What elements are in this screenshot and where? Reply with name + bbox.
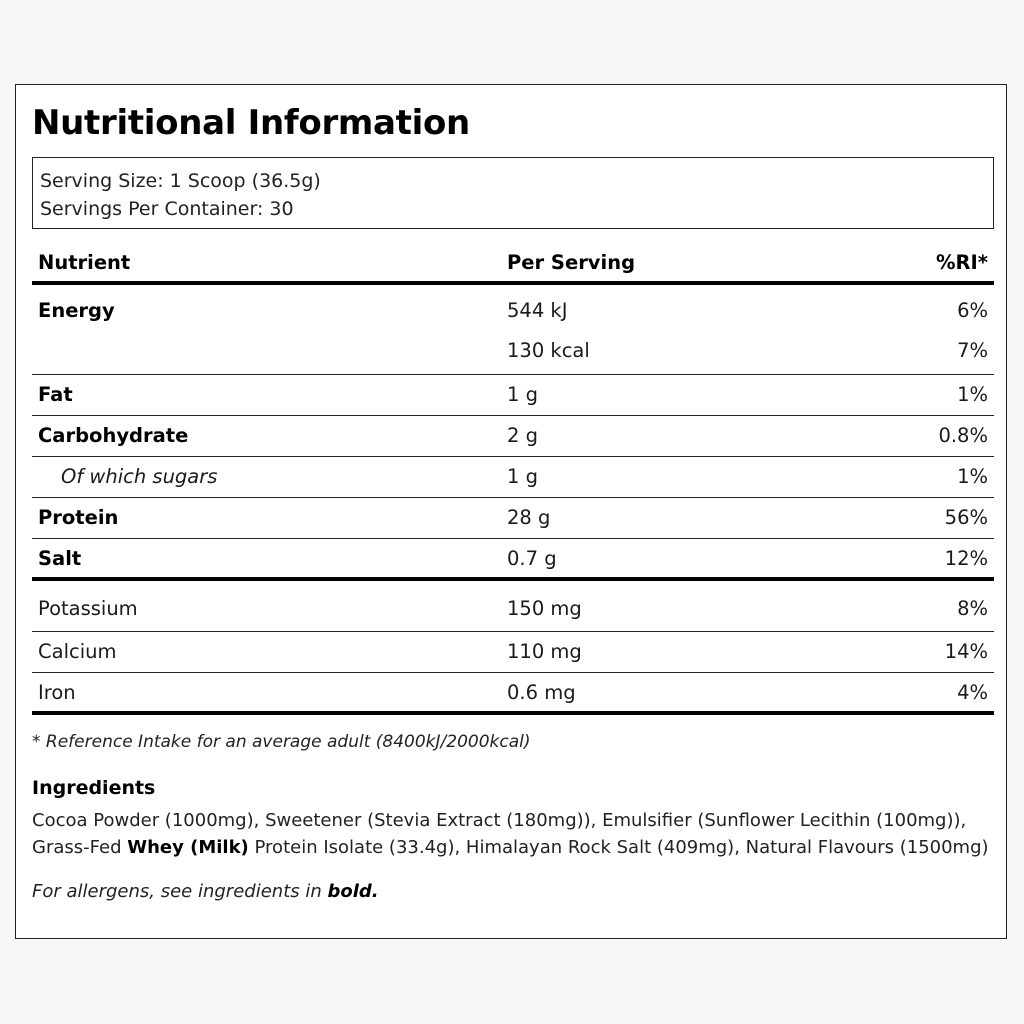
nutrient-ri: 56% xyxy=(944,506,988,529)
nutrient-name: Salt xyxy=(38,547,82,570)
nutrient-name: Of which sugars xyxy=(61,465,218,488)
serving-info-box: Serving Size: 1 Scoop (36.5g) Servings P… xyxy=(32,157,994,229)
nutrition-table: Nutrient Per Serving %RI* Energy 544 kJ … xyxy=(32,233,994,715)
nutrient-value: 1 g xyxy=(507,383,538,406)
allergen-note-bold: bold. xyxy=(327,881,379,902)
header-ri: %RI* xyxy=(935,251,988,274)
table-row-carbohydrate: Carbohydrate 2 g 0.8% xyxy=(32,416,994,457)
nutrient-value: 28 g xyxy=(507,506,551,529)
serving-size: Serving Size: 1 Scoop (36.5g) xyxy=(40,170,321,192)
allergen-note: For allergens, see ingredients in bold. xyxy=(32,881,379,902)
mineral-name: Calcium xyxy=(38,640,117,663)
ingredients-heading: Ingredients xyxy=(32,777,156,799)
page-title: Nutritional Information xyxy=(32,103,470,143)
header-nutrient: Nutrient xyxy=(38,251,131,274)
table-row-calcium: Calcium 110 mg 14% xyxy=(32,632,994,673)
table-row-fat: Fat 1 g 1% xyxy=(32,375,994,416)
table-header-row: Nutrient Per Serving %RI* xyxy=(32,233,994,285)
table-row-salt: Salt 0.7 g 12% xyxy=(32,539,994,581)
nutrient-value: 0.7 g xyxy=(507,547,557,570)
nutrient-name: Energy xyxy=(38,299,115,322)
mineral-ri: 14% xyxy=(944,640,988,663)
table-row-energy: Energy 544 kJ 6% 130 kcal 7% xyxy=(32,285,994,375)
table-row-potassium: Potassium 150 mg 8% xyxy=(32,581,994,632)
allergen-ingredient: Whey (Milk) xyxy=(127,837,249,858)
table-row-sugars: Of which sugars 1 g 1% xyxy=(32,457,994,498)
servings-per-container: Servings Per Container: 30 xyxy=(40,198,294,220)
nutrient-name: Fat xyxy=(38,383,73,406)
mineral-name: Iron xyxy=(38,681,76,704)
nutrient-value: 1 g xyxy=(507,465,538,488)
header-per-serving: Per Serving xyxy=(507,251,636,274)
nutrition-panel: Nutritional Information Serving Size: 1 … xyxy=(15,84,1007,939)
ingredients-part: Cocoa Powder (1000mg), Sweetener (Stevia… xyxy=(32,810,967,858)
nutrient-value: 2 g xyxy=(507,424,538,447)
nutrient-ri: 1% xyxy=(957,383,988,406)
reference-intake-footnote: * Reference Intake for an average adult … xyxy=(32,732,531,752)
allergen-note-text: For allergens, see ingredients in xyxy=(32,881,328,902)
mineral-ri: 4% xyxy=(957,681,988,704)
mineral-value: 0.6 mg xyxy=(507,681,576,704)
table-row-iron: Iron 0.6 mg 4% xyxy=(32,673,994,715)
nutrient-value: 544 kJ xyxy=(507,299,568,322)
nutrient-ri: 12% xyxy=(944,547,988,570)
mineral-value: 110 mg xyxy=(507,640,582,663)
table-row-protein: Protein 28 g 56% xyxy=(32,498,994,539)
mineral-ri: 8% xyxy=(957,597,988,620)
ingredients-part: Protein Isolate (33.4g), Himalayan Rock … xyxy=(248,837,989,858)
nutrient-name: Protein xyxy=(38,506,119,529)
nutrient-ri: 6% xyxy=(957,299,988,322)
nutrient-ri: 1% xyxy=(957,465,988,488)
nutrient-ri: 7% xyxy=(957,339,988,362)
ingredients-text: Cocoa Powder (1000mg), Sweetener (Stevia… xyxy=(32,807,992,861)
nutrient-ri: 0.8% xyxy=(938,424,988,447)
mineral-value: 150 mg xyxy=(507,597,582,620)
mineral-name: Potassium xyxy=(38,597,138,620)
nutrient-value: 130 kcal xyxy=(507,339,590,362)
nutrient-name: Carbohydrate xyxy=(38,424,189,447)
